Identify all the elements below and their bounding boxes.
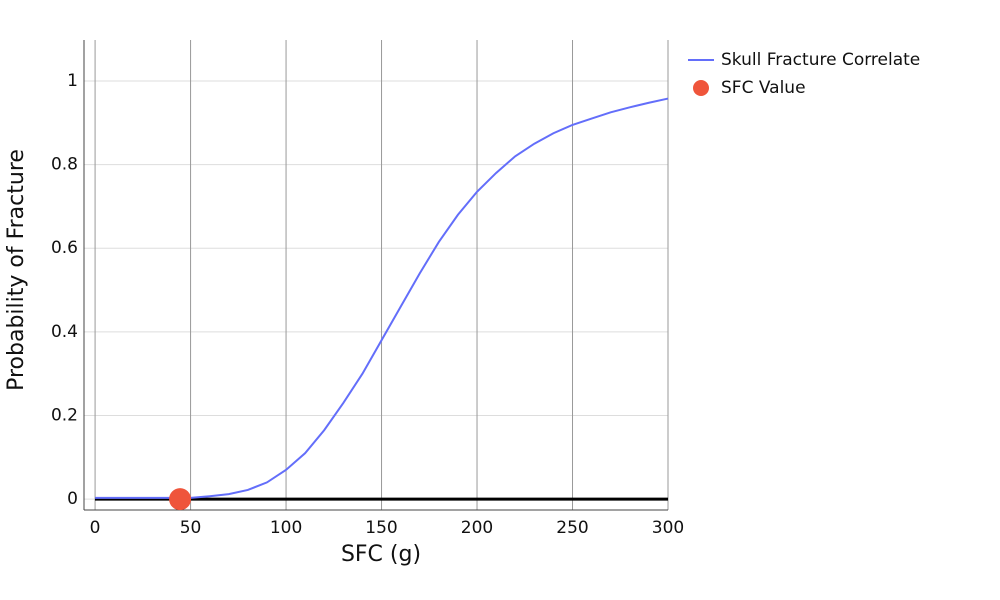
legend-label: Skull Fracture Correlate xyxy=(721,50,920,70)
marker xyxy=(169,488,192,511)
x-tick-label: 200 xyxy=(461,518,493,538)
y-axis-title: Probability of Fracture xyxy=(4,149,29,391)
legend-label: SFC Value xyxy=(721,78,806,98)
y-tick-label: 0.6 xyxy=(51,238,78,258)
x-tick-label: 150 xyxy=(365,518,397,538)
y-tick-label: 0 xyxy=(67,489,78,509)
x-tick-label: 300 xyxy=(652,518,684,538)
y-tick-label: 1 xyxy=(67,71,78,91)
legend-swatch xyxy=(693,80,709,96)
x-tick-label: 250 xyxy=(556,518,588,538)
y-tick-label: 0.2 xyxy=(51,405,78,425)
x-tick-label: 0 xyxy=(90,518,101,538)
x-axis-title: SFC (g) xyxy=(341,542,421,567)
x-tick-label: 50 xyxy=(180,518,202,538)
y-tick-label: 0.8 xyxy=(51,155,78,175)
x-tick-label: 100 xyxy=(270,518,302,538)
y-tick-label: 0.4 xyxy=(51,322,78,342)
